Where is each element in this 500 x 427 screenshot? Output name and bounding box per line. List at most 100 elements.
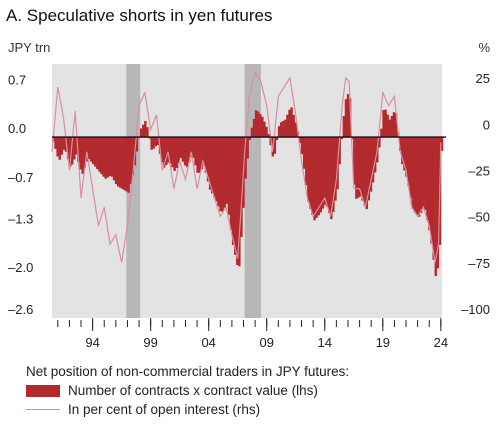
bar-173 <box>413 137 417 213</box>
bar-158 <box>382 109 385 138</box>
bar-40 <box>135 137 139 152</box>
bar-33 <box>121 137 124 189</box>
bar-103 <box>267 133 270 138</box>
right-tick-label: –50 <box>468 210 490 225</box>
bar-95 <box>250 127 254 138</box>
legend-label-contracts: Number of contracts x contract value (lh… <box>68 383 318 398</box>
bar-13 <box>79 137 82 170</box>
bar-123 <box>309 137 312 209</box>
bar-65 <box>188 137 191 163</box>
left-tick-label: –2.0 <box>8 260 33 275</box>
bar-120 <box>302 137 306 169</box>
bar-106 <box>273 137 277 154</box>
legend-title: Net position of non-commercial traders i… <box>26 364 350 379</box>
right-axis-unit: % <box>478 40 490 55</box>
bar-37 <box>129 137 132 184</box>
bar-44 <box>144 120 147 138</box>
bar-71 <box>200 137 203 170</box>
bar-159 <box>384 109 387 138</box>
right-tick-label: –100 <box>461 302 490 317</box>
series-line-open-interest <box>51 70 442 263</box>
bar-138 <box>340 137 343 140</box>
bar-112 <box>286 114 289 138</box>
bar-174 <box>415 137 419 215</box>
bar-79 <box>217 137 220 207</box>
bar-94 <box>248 137 252 140</box>
bar-24 <box>102 137 105 177</box>
bar-148 <box>361 137 364 201</box>
legend-item-contracts: Number of contracts x contract value (lh… <box>26 381 349 400</box>
bar-90 <box>240 137 243 238</box>
bar-184 <box>436 137 440 269</box>
left-tick-label: –0.7 <box>8 170 33 185</box>
bar-45 <box>146 127 149 138</box>
bar-19 <box>91 137 95 165</box>
bar-60 <box>177 137 180 163</box>
bar-21 <box>96 137 99 170</box>
bar-10 <box>73 137 76 160</box>
bar-89 <box>238 137 241 267</box>
shaded-period-2 <box>244 64 261 318</box>
bar-140 <box>344 99 348 138</box>
bar-22 <box>98 137 101 172</box>
left-axis-unit: JPY trn <box>8 40 50 55</box>
bar-49 <box>154 137 157 147</box>
bar-11 <box>75 137 78 155</box>
bar-169 <box>405 137 408 177</box>
bar-109 <box>279 122 283 138</box>
bar-83 <box>225 137 229 205</box>
bar-92 <box>244 137 247 179</box>
bar-154 <box>373 137 377 173</box>
bar-3 <box>58 137 61 160</box>
bar-47 <box>150 137 153 150</box>
bar-170 <box>407 137 410 187</box>
legend-item-open-interest: In per cent of open interest (rhs) <box>26 400 349 419</box>
legend-title-row: Net position of non-commercial traders i… <box>26 362 349 381</box>
bar-166 <box>399 137 402 151</box>
bar-177 <box>422 137 425 210</box>
x-tick-label: 94 <box>85 335 99 350</box>
x-tick-label: 04 <box>201 335 215 350</box>
bar-118 <box>298 137 302 143</box>
bar-181 <box>430 137 433 244</box>
bar-114 <box>290 107 293 138</box>
bar-179 <box>426 137 429 221</box>
bar-14 <box>81 137 84 174</box>
bar-74 <box>206 137 210 182</box>
x-tick-label: 14 <box>318 335 332 350</box>
bar-99 <box>259 113 262 138</box>
bar-130 <box>323 137 327 205</box>
x-tick-label: 09 <box>259 335 273 350</box>
bar-167 <box>401 137 404 165</box>
bar-69 <box>196 137 199 173</box>
bar-7 <box>66 137 70 160</box>
bar-67 <box>192 137 195 158</box>
bar-162 <box>390 115 394 138</box>
bar-98 <box>256 111 260 138</box>
bar-86 <box>231 137 235 245</box>
bar-77 <box>213 137 216 198</box>
bar-107 <box>275 137 279 140</box>
bar-131 <box>325 137 329 207</box>
bar-64 <box>185 137 189 168</box>
x-tick-label: 99 <box>143 335 157 350</box>
bar-157 <box>380 128 383 138</box>
bar-66 <box>190 137 193 158</box>
bar-144 <box>353 137 356 185</box>
bar-18 <box>89 137 93 162</box>
chart-title: A. Speculative shorts in yen futures <box>6 6 273 25</box>
bar-4 <box>60 137 63 155</box>
bar-124 <box>311 137 314 216</box>
bar-182 <box>432 137 435 260</box>
bar-160 <box>386 114 389 138</box>
bar-111 <box>284 119 287 138</box>
bar-75 <box>208 137 212 190</box>
bar-35 <box>125 137 128 192</box>
right-tick-label: –75 <box>468 256 490 271</box>
bar-17 <box>87 137 91 160</box>
bar-113 <box>288 109 291 138</box>
legend-label-open-interest: In per cent of open interest (rhs) <box>68 402 261 417</box>
bar-146 <box>357 137 360 198</box>
bar-164 <box>394 113 398 138</box>
legend-swatch-line <box>26 409 60 410</box>
